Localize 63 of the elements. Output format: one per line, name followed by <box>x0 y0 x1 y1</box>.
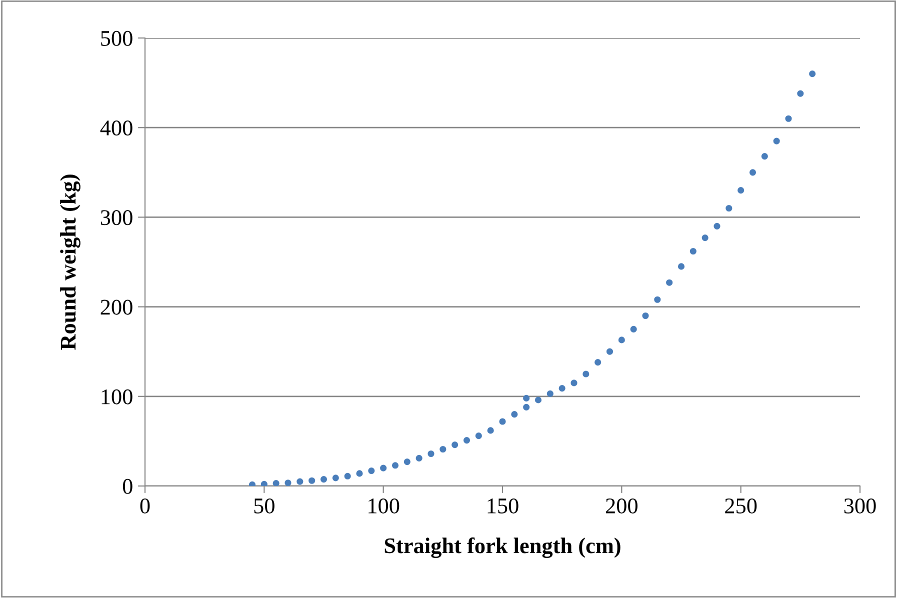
point <box>738 187 744 194</box>
point <box>416 454 422 462</box>
point <box>392 462 399 469</box>
point <box>260 480 268 486</box>
point <box>380 464 387 472</box>
point <box>726 204 732 212</box>
point <box>546 390 554 398</box>
x-tick-label: 300 <box>844 498 876 514</box>
point <box>678 263 685 270</box>
y-axis-title: Round weight (kg) <box>60 174 80 350</box>
point <box>344 472 351 480</box>
point <box>618 336 625 344</box>
point <box>809 70 816 78</box>
point <box>785 115 792 122</box>
point <box>523 394 530 402</box>
point <box>594 359 602 366</box>
point <box>368 467 375 474</box>
point <box>320 476 328 483</box>
point <box>296 478 304 485</box>
point <box>475 432 482 440</box>
x-tick-label: 0 <box>140 498 150 514</box>
point <box>487 427 494 434</box>
point <box>272 480 280 486</box>
point <box>332 474 339 482</box>
point <box>440 446 446 453</box>
x-tick-label: 100 <box>368 498 400 514</box>
point <box>404 458 410 466</box>
point <box>642 312 649 320</box>
x-tick-label: 50 <box>254 498 274 514</box>
y-tick-label: 100 <box>102 389 132 404</box>
x-tick-label: 150 <box>488 498 518 514</box>
point <box>511 411 518 418</box>
point <box>558 385 566 392</box>
point <box>666 279 673 286</box>
point <box>308 477 316 484</box>
point <box>570 380 578 386</box>
point <box>761 152 768 160</box>
point <box>630 326 637 332</box>
y-tick-label: 300 <box>100 210 132 226</box>
point <box>523 404 530 410</box>
y-tick-label: 200 <box>100 300 132 315</box>
y-tick-label: 400 <box>100 120 132 136</box>
x-tick-label: 250 <box>725 498 757 514</box>
x-axis-title: Straight fork length (cm) <box>384 537 620 558</box>
point <box>797 90 804 97</box>
y-tick-label: 0 <box>122 478 132 494</box>
point <box>606 348 614 355</box>
point <box>284 480 292 486</box>
point <box>582 370 590 378</box>
point <box>773 138 780 144</box>
x-tick-label: 200 <box>606 498 638 514</box>
point <box>714 222 720 230</box>
point <box>702 234 708 242</box>
point <box>654 296 661 303</box>
y-tick-label: 500 <box>101 30 132 46</box>
point <box>499 418 506 425</box>
point <box>428 450 434 458</box>
point <box>452 441 458 448</box>
point <box>534 396 542 404</box>
point <box>463 437 470 444</box>
point <box>749 169 756 176</box>
point <box>690 248 696 255</box>
point <box>356 470 363 477</box>
